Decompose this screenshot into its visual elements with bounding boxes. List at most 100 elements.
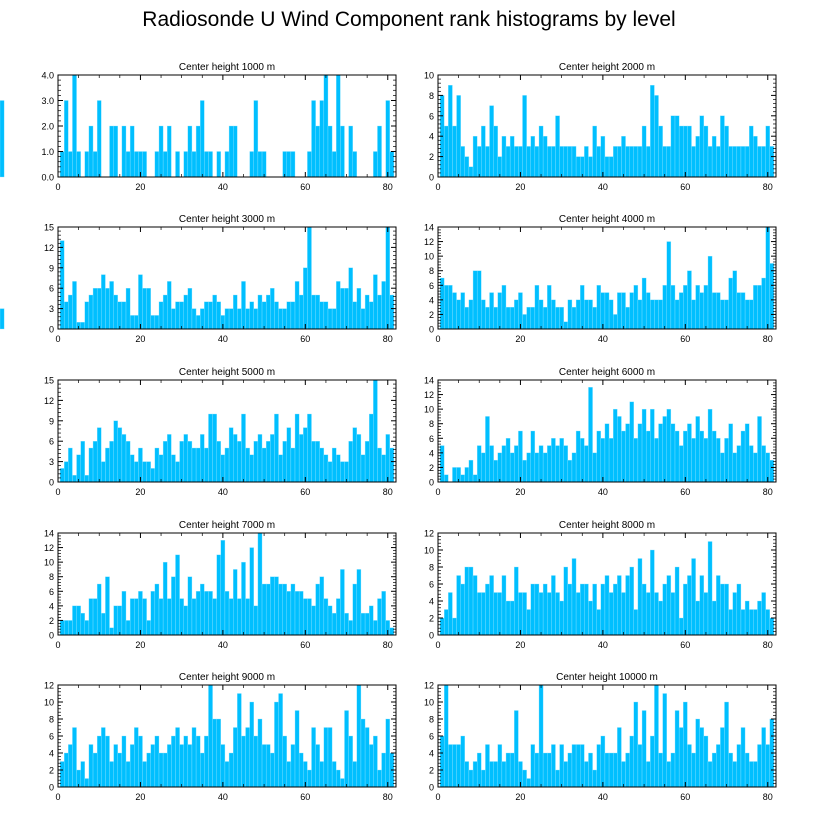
bar: [493, 459, 498, 483]
bar: [261, 583, 267, 636]
bar: [695, 285, 700, 330]
bar: [530, 430, 536, 483]
bar: [200, 752, 205, 788]
bar: [625, 752, 630, 788]
bar: [509, 136, 515, 178]
bar: [96, 427, 102, 483]
bar: [233, 569, 238, 636]
bar: [224, 308, 230, 330]
bar: [204, 301, 209, 330]
x-tick-label: 40: [598, 182, 608, 192]
bar: [592, 125, 597, 178]
bar: [761, 592, 766, 636]
bar: [344, 461, 349, 483]
bar: [187, 288, 193, 330]
bar: [344, 288, 349, 330]
bar: [711, 136, 717, 178]
y-tick-label: 8: [429, 266, 434, 276]
bar: [542, 752, 548, 788]
bar: [327, 461, 333, 483]
bar: [711, 752, 717, 788]
bar: [621, 430, 626, 483]
bar: [72, 281, 77, 330]
y-tick-label: 0: [429, 173, 434, 183]
bar: [96, 735, 102, 788]
bar: [596, 285, 601, 330]
bar: [604, 575, 610, 636]
bar: [678, 617, 684, 636]
bar: [584, 299, 589, 330]
bar: [150, 315, 156, 330]
bar: [641, 277, 647, 330]
bar: [493, 306, 498, 330]
bar: [460, 735, 465, 788]
x-tick-label: 60: [680, 334, 690, 344]
bar: [695, 718, 700, 788]
bar: [389, 151, 395, 178]
bar: [290, 744, 296, 788]
bar: [485, 146, 490, 178]
bar: [208, 684, 213, 788]
bar: [96, 583, 102, 636]
bar: [456, 575, 461, 636]
bar: [117, 605, 123, 636]
panel-title: Center height 1000 m: [179, 62, 275, 73]
bar: [134, 151, 139, 178]
x-tick-label: 0: [435, 640, 440, 650]
bar: [464, 566, 470, 636]
bar: [146, 288, 151, 330]
bar: [294, 710, 300, 788]
bar: [286, 427, 292, 483]
bar: [109, 281, 114, 330]
x-tick-label: 60: [680, 487, 690, 497]
bar: [204, 735, 209, 788]
bar: [195, 735, 201, 788]
bar: [237, 693, 242, 788]
bar: [596, 609, 601, 636]
bar: [481, 452, 486, 483]
bar: [298, 434, 304, 483]
x-tick-label: 80: [763, 640, 773, 650]
bar: [509, 752, 515, 788]
bar: [716, 292, 721, 330]
bar: [732, 146, 738, 178]
bar: [505, 600, 511, 636]
bar: [464, 467, 470, 483]
bar: [617, 575, 622, 636]
bar: [237, 441, 242, 483]
bar: [88, 125, 94, 178]
x-tick-label: 0: [435, 334, 440, 344]
bar: [753, 609, 758, 636]
bar: [105, 447, 110, 483]
bar: [666, 146, 672, 178]
bar: [331, 447, 337, 483]
bar: [604, 156, 610, 178]
bar: [551, 575, 556, 636]
bar: [571, 452, 577, 483]
bar: [142, 151, 147, 178]
bar: [514, 566, 519, 636]
bar: [736, 583, 742, 636]
bar: [439, 735, 445, 788]
bar: [150, 591, 156, 636]
bar: [563, 445, 569, 483]
bar: [637, 423, 643, 483]
bar: [608, 156, 614, 178]
bar: [179, 301, 184, 330]
bar: [270, 576, 275, 636]
panel-5: Center height 5000 m 0 3 6 9 12 15 0 20 40 60 80: [44, 367, 397, 497]
bar: [641, 125, 647, 178]
y-tick-label: 10: [44, 698, 54, 708]
bar: [538, 125, 544, 178]
bar: [290, 301, 296, 330]
bar: [534, 452, 540, 483]
bar: [183, 605, 189, 636]
bar: [592, 583, 597, 636]
panel-7: Center height 7000 m 0 2 4 6 8 10 12 14 0 20 40 60 80: [44, 520, 397, 650]
bar: [278, 454, 283, 483]
bar: [757, 416, 762, 483]
bar: [175, 151, 180, 178]
bar: [707, 408, 713, 483]
bar: [518, 292, 523, 330]
plot-frame: [57, 532, 397, 636]
